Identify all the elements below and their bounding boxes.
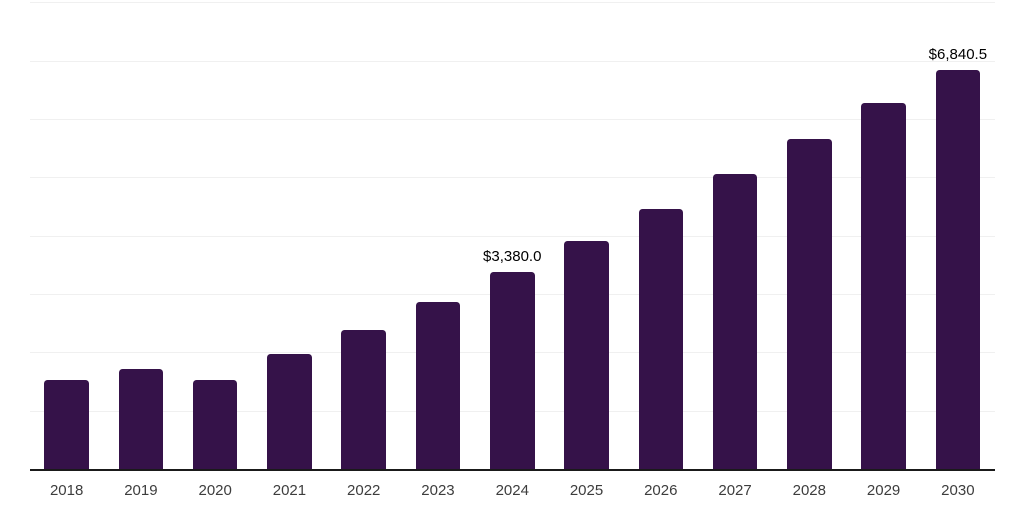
x-tick-2021: 2021	[272, 482, 307, 499]
x-tick-2019: 2019	[124, 482, 158, 499]
bar-2019	[118, 368, 164, 469]
x-tick-2026: 2026	[644, 482, 678, 499]
gridline-4000	[29, 235, 995, 237]
gridline-8000	[29, 2, 995, 4]
x-tick-2027: 2027	[718, 482, 752, 499]
gridline-5000	[29, 177, 995, 179]
x-tick-2018: 2018	[49, 482, 84, 499]
bar-2026	[638, 208, 684, 469]
x-tick-2025: 2025	[569, 482, 604, 499]
x-tick-2020: 2020	[198, 482, 232, 499]
bar-2018	[44, 380, 89, 469]
bar-2028	[787, 139, 832, 469]
value-label-2024: $3,380.0	[483, 247, 542, 265]
value-label-2030: $6,840.5	[928, 46, 988, 64]
bar-2020	[192, 380, 238, 469]
bar-2023	[415, 302, 461, 469]
bar-2027	[712, 174, 758, 469]
x-tick-2030: 2030	[941, 482, 975, 499]
x-tick-2029: 2029	[866, 482, 901, 499]
x-tick-2022: 2022	[347, 482, 381, 499]
bar-2022	[341, 329, 386, 469]
x-tick-2028: 2028	[792, 482, 826, 499]
bar-2021	[267, 353, 312, 469]
x-tick-2023: 2023	[421, 482, 455, 499]
x-axis-tick-labels: 2018 2019 2020 2021 2022 2023 2024 2025 2026 2027…	[30, 482, 996, 503]
x-axis-line	[29, 469, 995, 471]
gridline-6000	[29, 119, 995, 121]
plot-area: $3,380.0 $6,840.5	[29, 0, 995, 469]
bar-2030	[935, 70, 981, 469]
gridline-7000	[29, 60, 995, 62]
x-tick-2024: 2024	[495, 482, 529, 499]
bar-2029	[861, 103, 906, 469]
bar-2025	[564, 240, 609, 469]
bar-2024	[490, 271, 535, 469]
